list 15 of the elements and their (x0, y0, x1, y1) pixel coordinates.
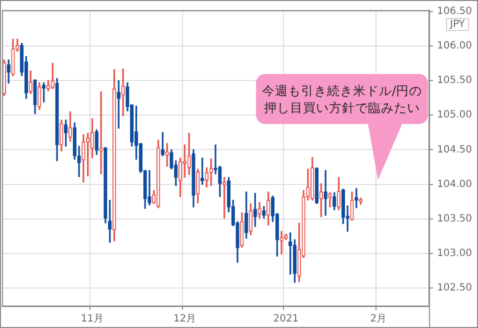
y-tick-label: 104.00 (437, 178, 472, 190)
x-tick-label: 12月 (173, 314, 196, 325)
annotation: 今週も引き続き米ドル/円の押し目買い方針で臨みたい (260, 82, 424, 117)
y-tick-label: 103.50 (437, 213, 472, 224)
y-tick-label: 106.50 (437, 6, 472, 17)
y-tick-label: 105.00 (437, 110, 472, 121)
y-tick-label: 106.00 (437, 40, 472, 52)
y-tick-label: 103.00 (437, 248, 472, 260)
y-tick-label: 104.50 (437, 144, 472, 156)
y-tick-label: 105.50 (437, 75, 472, 86)
y-tick-label: 102.50 (437, 282, 472, 294)
x-tick-label: 2021 (273, 314, 299, 325)
y-axis-title: JPY (446, 18, 469, 31)
x-tick-label: 11月 (80, 314, 104, 325)
x-tick-label: 2月 (370, 314, 387, 325)
